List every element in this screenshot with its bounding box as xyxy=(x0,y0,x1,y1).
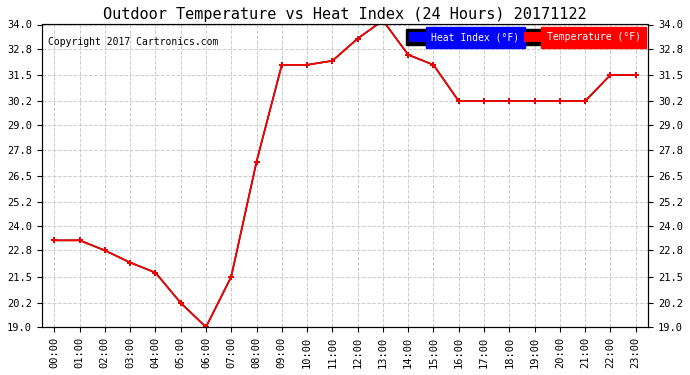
Title: Outdoor Temperature vs Heat Index (24 Hours) 20171122: Outdoor Temperature vs Heat Index (24 Ho… xyxy=(104,7,586,22)
Text: Copyright 2017 Cartronics.com: Copyright 2017 Cartronics.com xyxy=(48,37,218,46)
Legend: Heat Index (°F), Temperature (°F): Heat Index (°F), Temperature (°F) xyxy=(406,29,644,45)
